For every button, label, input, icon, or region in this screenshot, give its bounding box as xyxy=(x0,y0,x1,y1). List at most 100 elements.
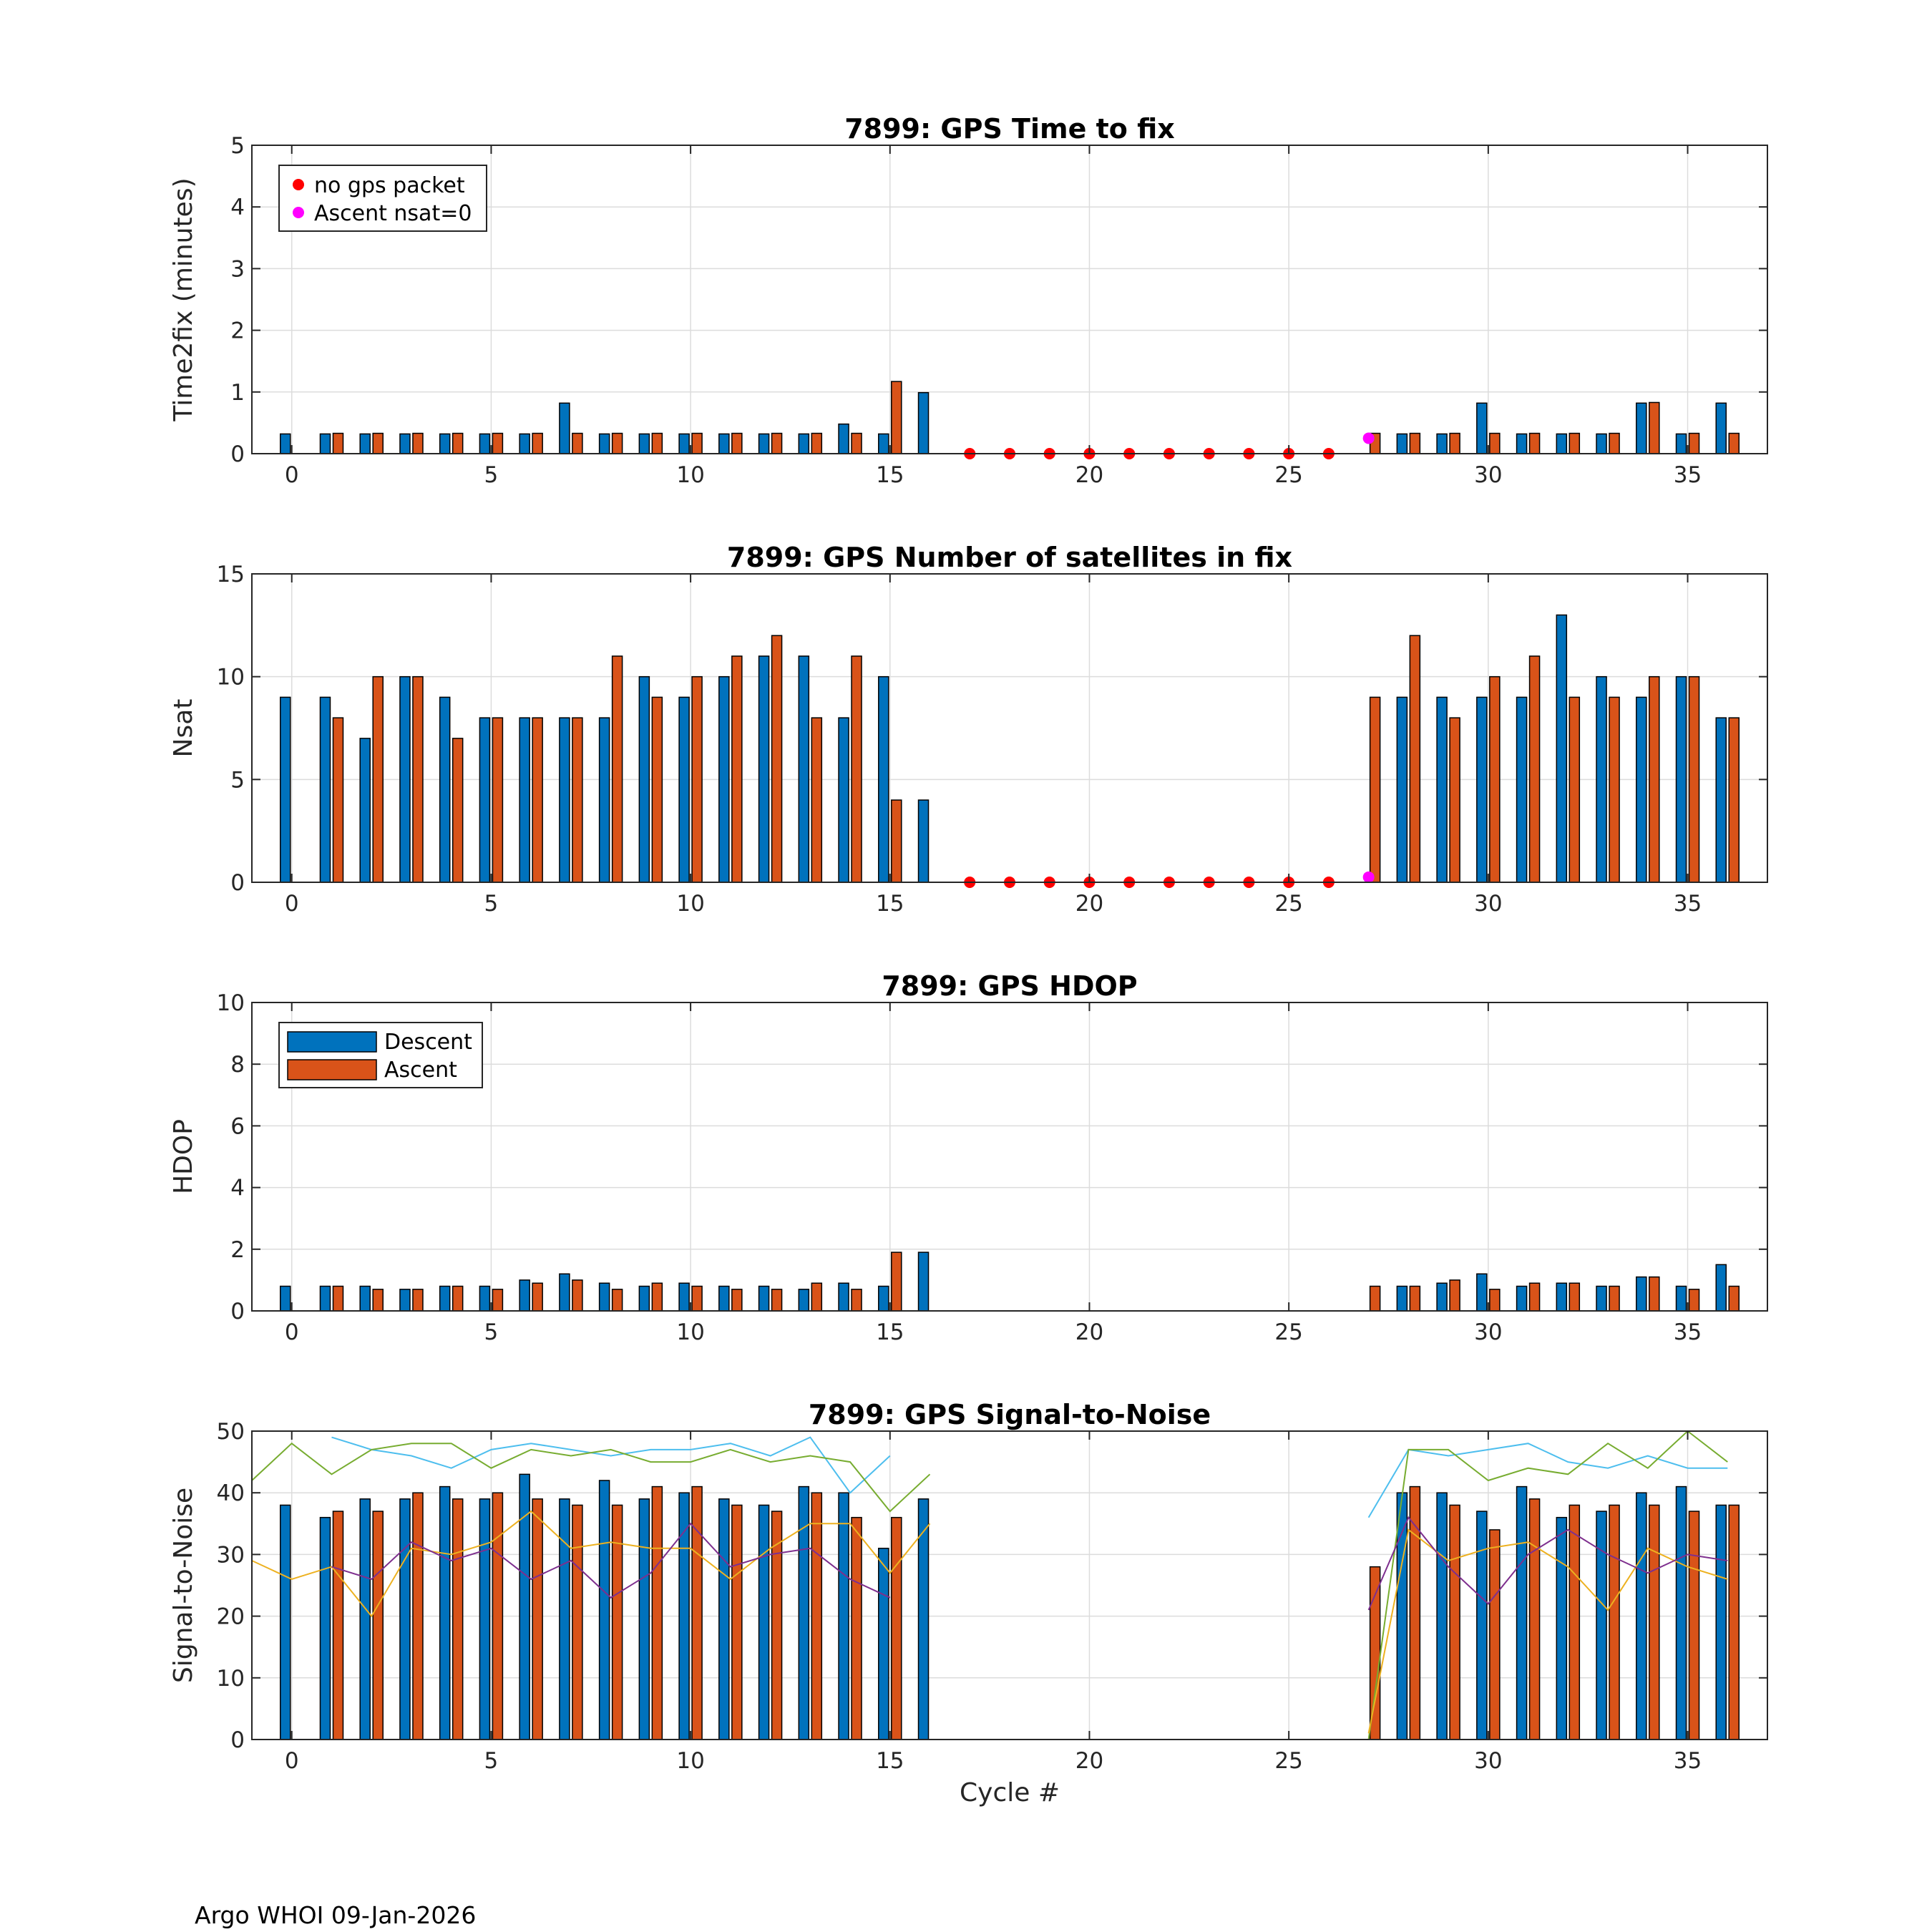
bar-ascent xyxy=(532,432,543,454)
plot-area xyxy=(252,145,1767,454)
bar-descent xyxy=(1556,433,1568,454)
bar-descent xyxy=(917,799,930,883)
axes-box xyxy=(251,145,1768,454)
bar-descent xyxy=(1476,1511,1488,1740)
bar-ascent xyxy=(771,1289,783,1312)
bar-ascent xyxy=(1449,1504,1460,1740)
chart-panel-2: 0 5 10 15 20 25 30 35 0 5 10 15 7899: GPS Number of … xyxy=(169,542,1768,917)
bar-descent xyxy=(1396,433,1408,454)
bar-ascent xyxy=(611,432,623,454)
bar-descent xyxy=(718,675,730,883)
bar-ascent xyxy=(1528,655,1541,883)
bar-ascent xyxy=(1449,717,1460,883)
bar-descent xyxy=(1516,433,1528,454)
bar-ascent xyxy=(771,432,783,454)
bar-descent xyxy=(1675,1285,1687,1312)
chart-title: 7899: GPS HDOP xyxy=(882,970,1137,1002)
x-tick-label: 25 xyxy=(1274,891,1302,917)
bar-descent xyxy=(399,433,411,454)
bar-ascent xyxy=(1568,432,1581,454)
y-axis-label: Nsat xyxy=(169,699,198,758)
bar-ascent xyxy=(1369,1285,1381,1312)
y-tick-label: 15 xyxy=(217,562,245,587)
y-tick-label: 2 xyxy=(230,318,245,344)
bar-descent xyxy=(638,1498,650,1740)
bar-descent xyxy=(479,433,491,454)
bar-ascent xyxy=(731,432,743,454)
bar-descent xyxy=(1516,696,1528,883)
bar-ascent xyxy=(1568,1504,1581,1740)
bar-ascent xyxy=(412,1289,424,1312)
y-tick-label: 0 xyxy=(230,1727,245,1753)
bar-ascent xyxy=(651,1282,663,1312)
bar-descent xyxy=(1636,696,1647,883)
bar-ascent xyxy=(891,381,902,454)
x-tick-label: 30 xyxy=(1474,1748,1502,1774)
bar-ascent xyxy=(372,432,384,454)
bar-descent xyxy=(917,391,930,454)
bar-descent xyxy=(1715,717,1727,883)
bar-descent xyxy=(638,433,650,454)
bar-ascent xyxy=(691,675,703,883)
bar-descent xyxy=(917,1252,930,1312)
bar-ascent xyxy=(1728,1285,1740,1312)
bar-descent xyxy=(798,1485,810,1740)
bar-descent xyxy=(758,655,770,883)
bar-descent xyxy=(1476,696,1488,883)
y-tick-label: 20 xyxy=(217,1604,245,1630)
axes-box xyxy=(251,573,1768,883)
bar-ascent xyxy=(1528,1282,1541,1312)
bar-ascent xyxy=(492,432,504,454)
bar-descent xyxy=(559,402,570,454)
y-tick-label: 30 xyxy=(217,1542,245,1568)
bar-descent xyxy=(319,1516,331,1740)
bar-ascent xyxy=(1568,1282,1581,1312)
bar-ascent xyxy=(1609,1285,1620,1312)
bar-ascent xyxy=(611,1504,623,1740)
bar-descent xyxy=(559,1498,570,1740)
bar-descent xyxy=(1675,433,1687,454)
y-tick-label: 3 xyxy=(230,256,245,282)
bar-ascent xyxy=(1688,432,1700,454)
chart-panel-3: 0 5 10 15 20 25 30 35 0 2 4 6 8 10 7899: GPS HDOP HDOP D… xyxy=(169,970,1768,1345)
bar-ascent xyxy=(572,1504,583,1740)
bar-descent xyxy=(559,717,570,883)
y-tick-label: 5 xyxy=(230,767,245,793)
snr-line-1 xyxy=(331,1436,891,1494)
bar-ascent xyxy=(771,635,783,883)
bar-descent xyxy=(359,1285,371,1312)
x-tick-label: 35 xyxy=(1674,462,1702,488)
bar-descent xyxy=(1556,1516,1568,1740)
bar-ascent xyxy=(1649,1504,1660,1740)
chart-title: 7899: GPS Signal-to-Noise xyxy=(809,1399,1211,1430)
bar-ascent xyxy=(1409,1285,1421,1312)
bar-ascent xyxy=(811,1282,823,1312)
bar-ascent xyxy=(1728,1504,1740,1740)
bar-descent xyxy=(598,1480,610,1740)
bar-descent xyxy=(1556,1282,1568,1312)
bar-descent xyxy=(399,675,411,883)
bar-descent xyxy=(319,433,331,454)
bar-descent xyxy=(359,1498,371,1740)
bar-ascent xyxy=(891,1516,902,1740)
bar-ascent xyxy=(1489,675,1501,883)
bar-descent xyxy=(1516,1285,1528,1312)
bar-descent xyxy=(1476,1273,1488,1312)
bar-ascent xyxy=(1609,432,1620,454)
bar-ascent xyxy=(1449,1279,1460,1312)
plot-area xyxy=(252,1002,1767,1311)
bar-ascent xyxy=(811,1492,823,1740)
y-tick-label: 0 xyxy=(230,441,245,467)
bar-ascent xyxy=(1728,432,1740,454)
bar-ascent xyxy=(1369,696,1381,883)
legend-descent-label: Descent xyxy=(384,1030,472,1055)
snr-line-1 xyxy=(1367,1443,1728,1518)
bar-descent xyxy=(678,696,690,883)
bar-ascent xyxy=(891,799,902,883)
bar-ascent xyxy=(452,1285,464,1312)
x-tick-label: 10 xyxy=(676,891,704,917)
axes-box xyxy=(251,1430,1768,1740)
bar-ascent xyxy=(452,1498,464,1740)
legend-ascent-label: Ascent xyxy=(384,1058,457,1083)
y-tick-label: 2 xyxy=(230,1237,245,1263)
